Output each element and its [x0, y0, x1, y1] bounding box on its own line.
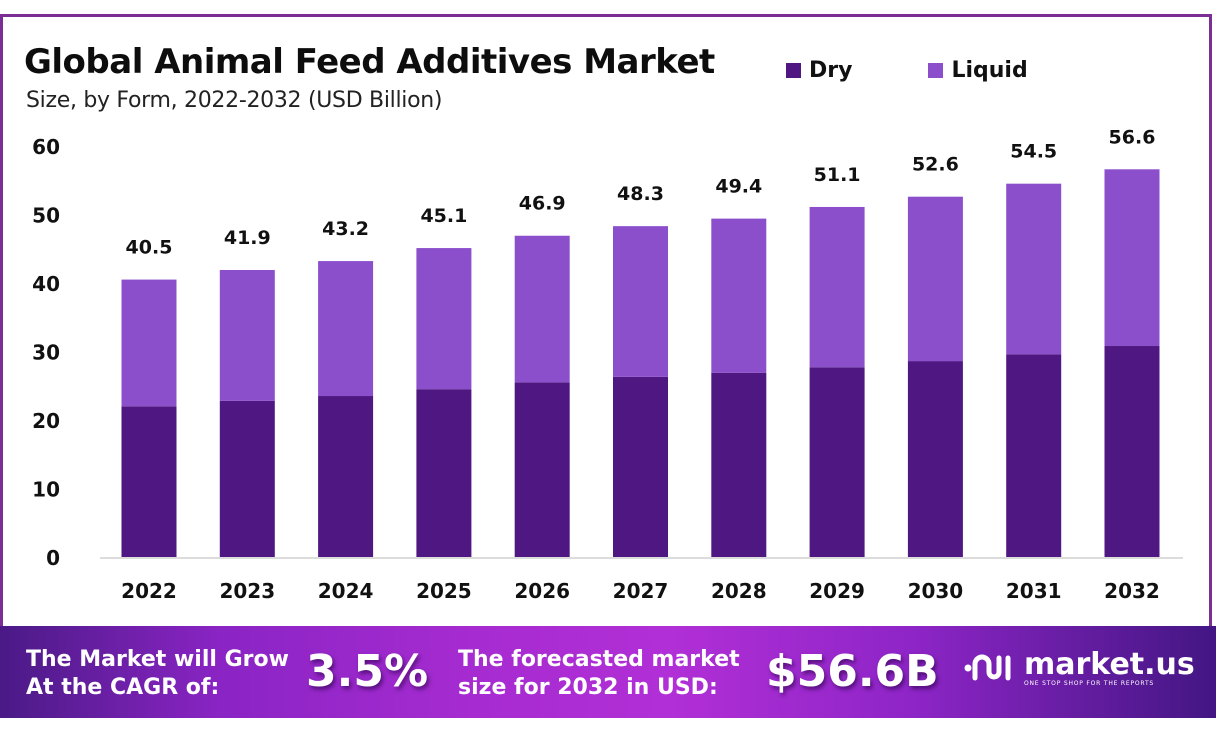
legend-item-dry: Dry	[786, 58, 852, 83]
x-tick-label: 2026	[514, 579, 570, 603]
bar-liquid-2025	[416, 248, 472, 390]
bar-dry-2024	[318, 396, 374, 557]
stacked-bar-chart: 010203040506040.5202241.9202343.2202445.…	[32, 126, 1183, 603]
x-tick-label: 2028	[711, 579, 767, 603]
bar-liquid-2028	[711, 218, 767, 373]
legend-label-liquid: Liquid	[951, 58, 1028, 83]
y-tick-label: 40	[32, 272, 60, 296]
bar-liquid-2032	[1104, 169, 1160, 347]
x-tick-label: 2029	[809, 579, 865, 603]
chart-subtitle: Size, by Form, 2022-2032 (USD Billion)	[26, 88, 443, 113]
legend-swatch-liquid	[928, 63, 944, 78]
bar-dry-2032	[1104, 346, 1160, 557]
brand-tagline: ONE STOP SHOP FOR THE REPORTS	[1024, 679, 1155, 687]
bar-dry-2028	[711, 372, 767, 557]
footer-banner: The Market will Grow At the CAGR of: 3.5…	[0, 626, 1216, 718]
forecast-value: $56.6B	[766, 646, 939, 697]
total-label-2022: 40.5	[126, 237, 173, 259]
cagr-value: 3.5%	[306, 646, 429, 697]
legend-label-dry: Dry	[809, 58, 853, 83]
total-label-2032: 56.6	[1109, 126, 1156, 148]
y-tick-label: 0	[46, 546, 60, 570]
bar-dry-2030	[907, 361, 963, 557]
legend: Dry Liquid	[786, 58, 1028, 83]
total-label-2027: 48.3	[617, 183, 664, 205]
bar-dry-2023	[219, 400, 275, 557]
bar-liquid-2027	[613, 226, 668, 377]
bar-liquid-2030	[907, 196, 963, 362]
bar-dry-2029	[809, 367, 865, 557]
cagr-caption: The Market will Grow At the CAGR of:	[26, 646, 289, 702]
bar-liquid-2023	[219, 269, 275, 401]
bar-liquid-2024	[318, 261, 374, 397]
forecast-caption-line2: size for 2032 in USD:	[458, 675, 718, 700]
y-tick-label: 30	[32, 341, 60, 365]
legend-item-liquid: Liquid	[928, 58, 1028, 83]
total-label-2023: 41.9	[224, 227, 271, 249]
total-label-2025: 45.1	[420, 205, 467, 227]
x-tick-label: 2027	[613, 579, 669, 603]
bar-liquid-2022	[121, 279, 177, 407]
bar-dry-2031	[1006, 354, 1062, 557]
y-tick-label: 60	[32, 135, 60, 159]
x-tick-label: 2032	[1104, 579, 1160, 603]
total-label-2029: 51.1	[814, 164, 861, 186]
x-tick-label: 2030	[908, 579, 964, 603]
bar-dry-2025	[416, 389, 472, 557]
x-tick-label: 2031	[1006, 579, 1062, 603]
x-tick-label: 2023	[219, 579, 275, 603]
bar-dry-2027	[613, 376, 668, 557]
y-tick-label: 10	[32, 478, 60, 502]
cagr-caption-line2: At the CAGR of:	[26, 675, 220, 700]
forecast-caption-line1: The forecasted market	[458, 647, 740, 672]
legend-swatch-dry	[786, 63, 801, 78]
x-tick-label: 2024	[318, 579, 374, 603]
bar-liquid-2026	[514, 235, 570, 383]
x-tick-label: 2025	[416, 579, 472, 603]
chart-title: Global Animal Feed Additives Market	[24, 42, 715, 82]
market-us-logo-icon	[964, 654, 1011, 681]
brand-logo[interactable]: market.us ONE STOP SHOP FOR THE REPORTS	[962, 648, 1195, 688]
forecast-caption: The forecasted market size for 2032 in U…	[458, 646, 740, 702]
bar-liquid-2029	[809, 206, 865, 368]
bar-dry-2022	[121, 406, 177, 557]
bar-dry-2026	[514, 382, 570, 557]
cagr-caption-line1: The Market will Grow	[26, 647, 289, 672]
total-label-2028: 49.4	[715, 176, 762, 198]
total-label-2030: 52.6	[912, 154, 959, 176]
y-tick-label: 20	[32, 409, 60, 433]
bar-liquid-2031	[1006, 183, 1062, 355]
brand-name: market.us	[1024, 646, 1195, 682]
total-label-2026: 46.9	[519, 193, 566, 215]
x-tick-label: 2022	[121, 579, 177, 603]
y-tick-label: 50	[32, 204, 60, 228]
total-label-2031: 54.5	[1010, 141, 1057, 163]
total-label-2024: 43.2	[322, 218, 369, 240]
